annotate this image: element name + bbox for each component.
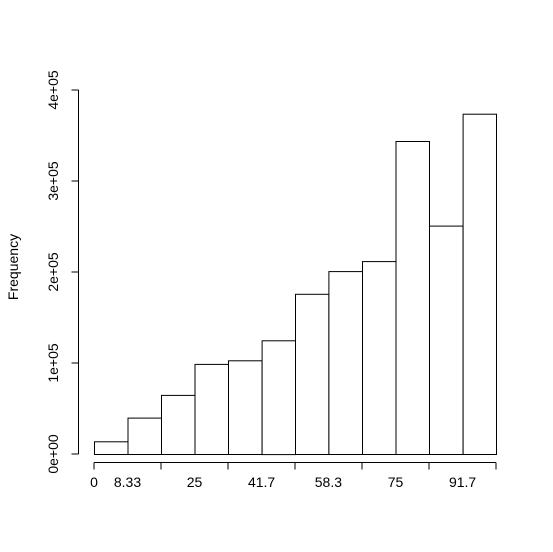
y-tick-label: 1e+05 [45,343,61,383]
histogram-bar [328,271,363,455]
y-axis-title: Frequency [5,234,21,300]
x-tick-label: 0 [90,474,98,490]
y-tick-label: 3e+05 [45,161,61,201]
y-tick-label: 0e+00 [45,434,61,474]
x-axis: 0 8.33 25 41.7 58.3 75 91.7 [90,462,497,490]
x-tick-label: 58.3 [315,474,342,490]
histogram-bar [429,225,464,455]
histogram-bar [295,293,330,455]
x-tick-label: 25 [187,474,203,490]
bars-group [94,113,498,456]
x-tick-label: 41.7 [248,474,275,490]
histogram-bar [395,141,430,455]
histogram-bar [194,363,229,455]
y-tick-label: 2e+05 [45,252,61,292]
y-tick-label: 4e+05 [45,70,61,110]
x-tick-label: 91.7 [449,474,476,490]
histogram-bar [462,113,498,455]
histogram-bar [161,394,196,455]
histogram-bar [94,441,129,455]
y-axis: 0e+00 1e+05 2e+05 3e+05 4e+05 [45,70,79,474]
histogram-bar [261,340,297,456]
histogram-bar [228,360,263,455]
histogram-bar [362,261,397,455]
x-tick-label: 8.33 [114,474,141,490]
histogram-bar [127,417,162,456]
x-tick-label: 75 [388,474,404,490]
